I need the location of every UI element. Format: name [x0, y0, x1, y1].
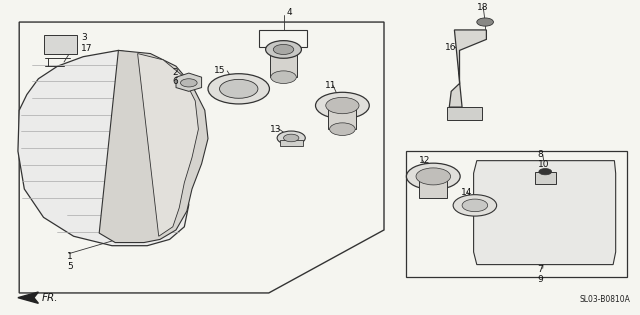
Circle shape [284, 134, 299, 142]
Polygon shape [176, 73, 202, 91]
Circle shape [266, 41, 301, 58]
Text: SL03-B0810A: SL03-B0810A [580, 295, 630, 304]
Circle shape [416, 168, 451, 185]
Text: 9: 9 [538, 275, 543, 284]
Text: 16: 16 [445, 43, 456, 52]
Bar [535, 172, 556, 184]
Bar [328, 106, 356, 129]
Bar [447, 107, 482, 120]
Circle shape [539, 169, 552, 175]
Text: 11: 11 [325, 81, 337, 89]
Text: 2: 2 [173, 68, 179, 77]
Bar [406, 151, 627, 277]
Circle shape [453, 195, 497, 216]
Polygon shape [18, 292, 38, 303]
Text: 17: 17 [81, 44, 93, 53]
Circle shape [326, 97, 359, 114]
Polygon shape [99, 50, 208, 243]
Circle shape [277, 131, 305, 145]
Polygon shape [449, 30, 486, 107]
Text: 1: 1 [67, 252, 73, 261]
Bar [259, 30, 307, 47]
Text: 14: 14 [461, 188, 472, 197]
Circle shape [462, 199, 488, 212]
Text: 6: 6 [173, 77, 179, 86]
Text: 7: 7 [538, 265, 543, 274]
Text: 3: 3 [81, 33, 87, 42]
Text: 13: 13 [270, 125, 282, 134]
Circle shape [220, 79, 258, 98]
Polygon shape [138, 54, 198, 236]
Circle shape [208, 74, 269, 104]
Circle shape [316, 92, 369, 119]
Bar [280, 140, 303, 146]
Circle shape [477, 18, 493, 26]
Text: 10: 10 [538, 160, 549, 169]
Text: 5: 5 [67, 262, 73, 271]
Bar [270, 49, 297, 77]
Text: 15: 15 [214, 66, 226, 75]
Polygon shape [474, 161, 616, 265]
Text: 12: 12 [419, 156, 431, 165]
Circle shape [406, 163, 460, 190]
Text: 8: 8 [538, 150, 543, 159]
Circle shape [271, 71, 296, 83]
Text: 4: 4 [286, 8, 292, 17]
Polygon shape [18, 50, 189, 246]
Circle shape [273, 44, 294, 54]
Bar [419, 176, 447, 198]
Circle shape [180, 79, 197, 87]
Polygon shape [19, 22, 384, 293]
Bar [44, 35, 77, 54]
Text: 18: 18 [477, 3, 488, 12]
Circle shape [330, 123, 355, 135]
Text: FR.: FR. [42, 293, 58, 303]
